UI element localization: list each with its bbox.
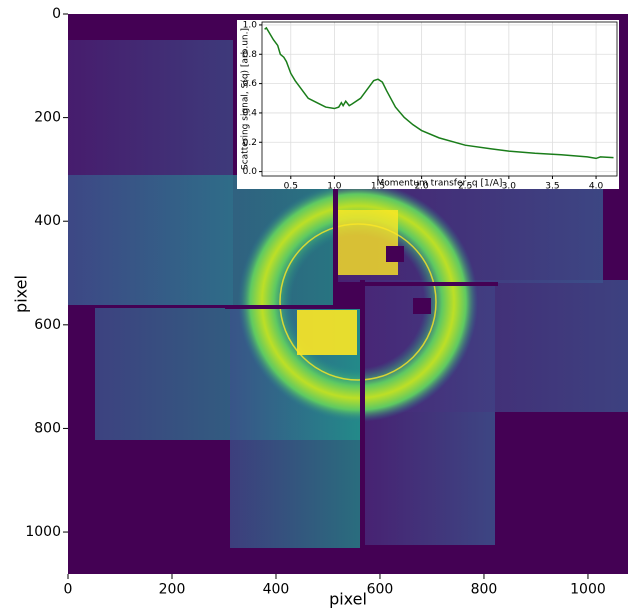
x-tick-label: 0 — [64, 582, 73, 598]
x-tick-label: 400 — [263, 582, 290, 598]
y-tick-label: 0.6 — [243, 79, 258, 89]
y-axis-label: Scattering signal, S(q) [arb.un.] — [241, 28, 251, 170]
y-tick-label: 0.4 — [243, 108, 258, 118]
y-tick-label: 1.0 — [243, 20, 258, 30]
axes-frame — [261, 21, 618, 177]
y-tick-label: 800 — [34, 420, 61, 436]
y-tick-label: 0.0 — [243, 167, 258, 177]
x-tick-label: 1.5 — [371, 181, 385, 191]
y-tick-label: 400 — [34, 213, 61, 229]
x-tick-label: 0.5 — [284, 181, 298, 191]
y-tick-label: 600 — [34, 317, 61, 333]
x-tick-label: 2.0 — [414, 181, 429, 191]
y-tick-label: 0.8 — [243, 50, 258, 60]
x-tick-label: 200 — [159, 582, 186, 598]
y-tick-label: 1000 — [25, 524, 61, 540]
x-tick-label: 2.5 — [458, 181, 472, 191]
inset-background — [237, 20, 619, 189]
x-tick-label: 3.0 — [502, 181, 517, 191]
x-tick-label: 4.0 — [589, 181, 604, 191]
x-tick-label: 3.5 — [545, 181, 559, 191]
x-tick-label: 1000 — [570, 582, 606, 598]
line-series — [264, 26, 614, 160]
x-tick-label: 1.0 — [327, 181, 342, 191]
y-tick-label: 200 — [34, 110, 61, 126]
x-axis-label: pixel — [329, 590, 367, 609]
x-axis-label: Momentum transfer, q [1/A] — [377, 179, 503, 189]
x-tick-label: 600 — [367, 582, 394, 598]
y-tick-label: 0 — [52, 6, 61, 22]
y-axis-label: pixel — [12, 275, 31, 313]
x-tick-label: 800 — [471, 582, 498, 598]
y-tick-label: 0.2 — [243, 138, 257, 148]
